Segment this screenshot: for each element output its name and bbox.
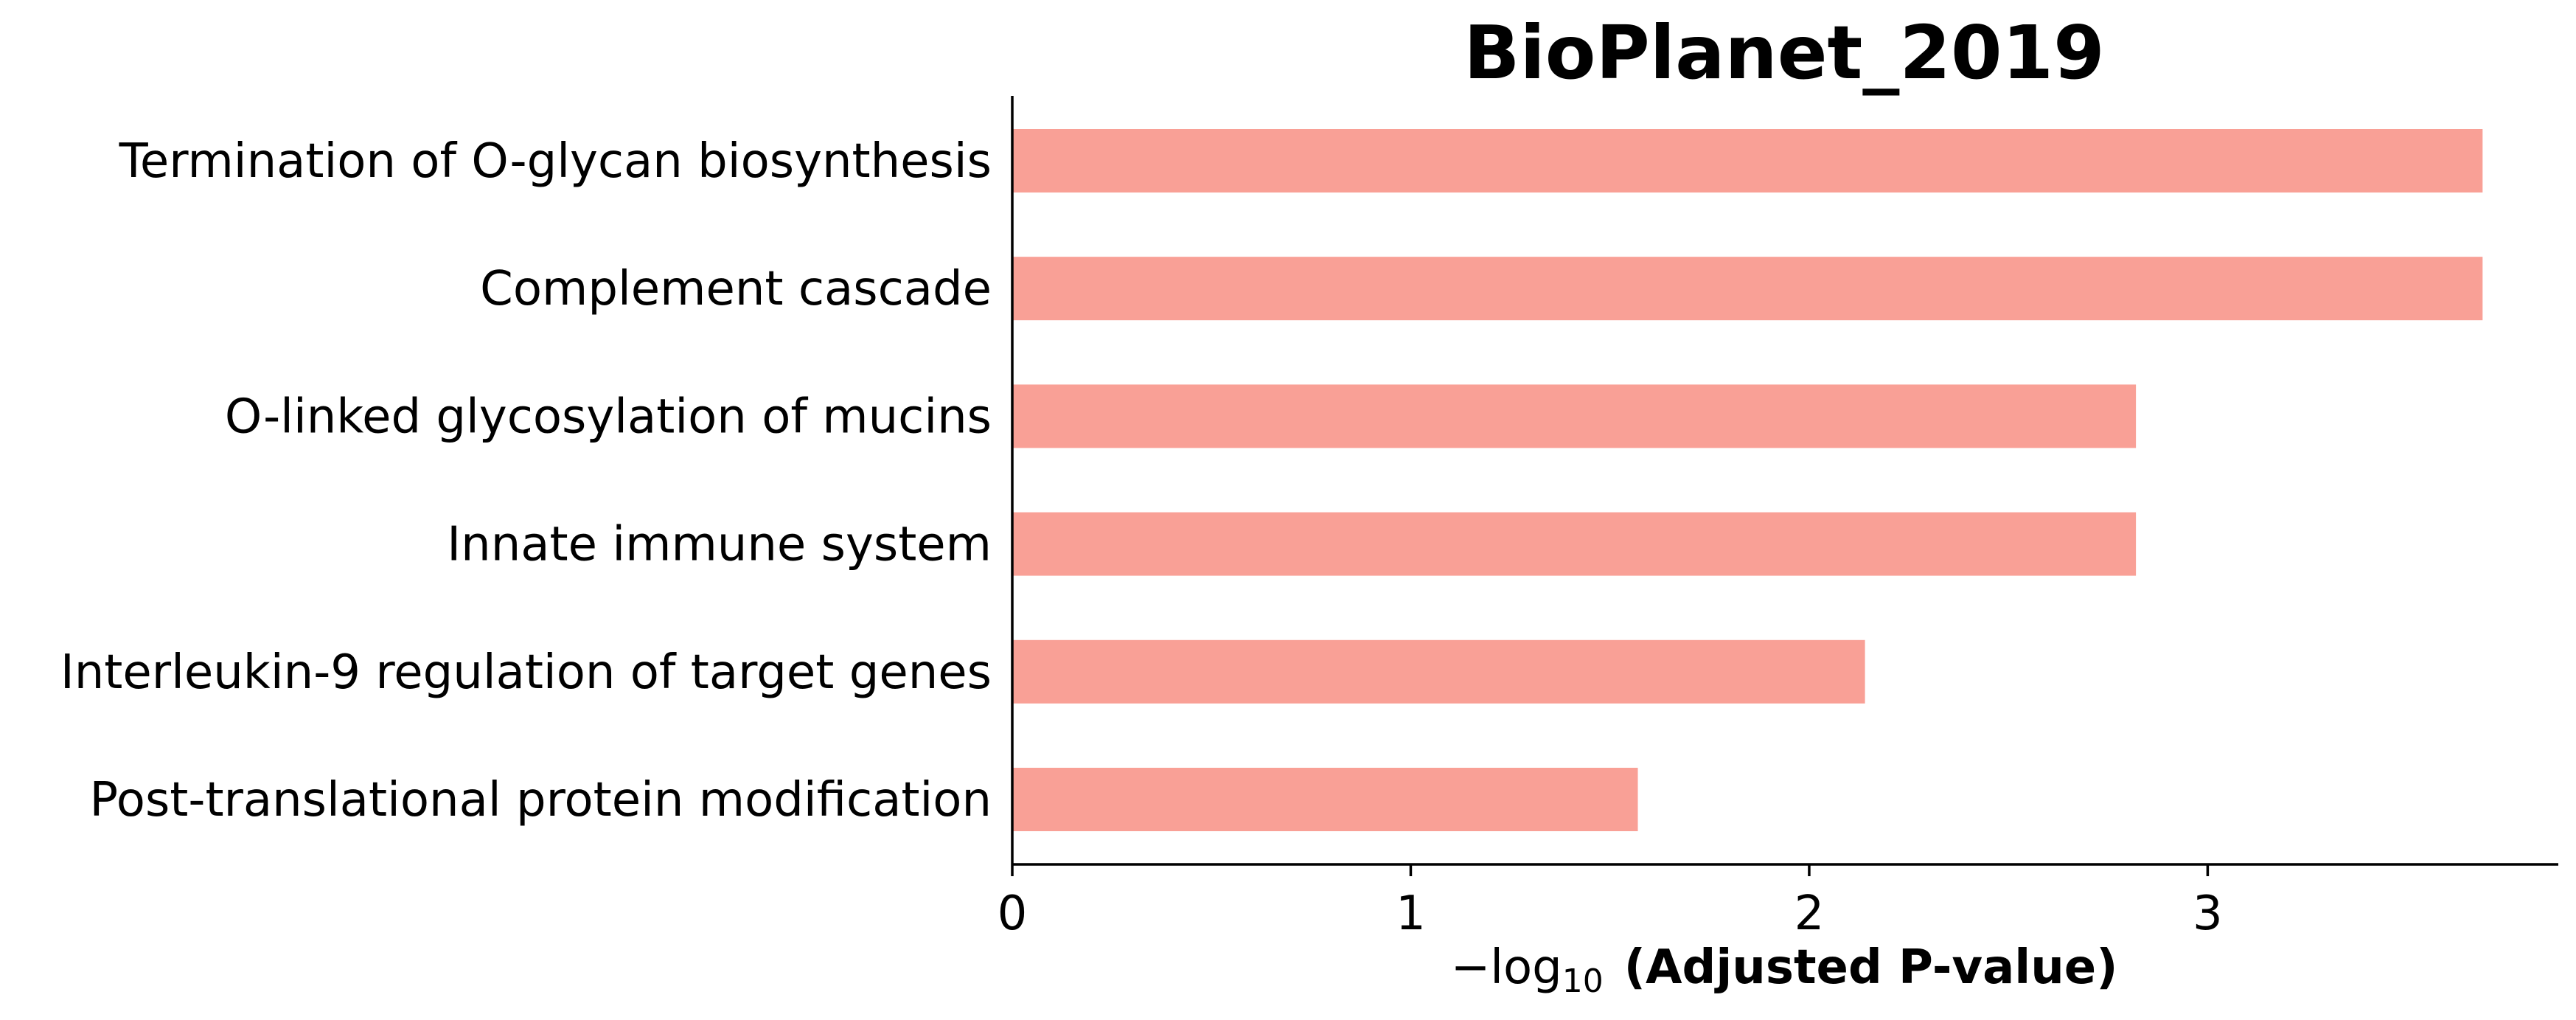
bar	[1012, 768, 1638, 831]
x-axis-label-main: (Adjusted P-value)	[1624, 940, 2118, 995]
category-labels: Termination of O-glycan biosynthesis Comp…	[60, 134, 992, 828]
category-label: Post-translational protein modification	[89, 773, 992, 828]
bar	[1012, 129, 2483, 192]
category-label: Interleukin-9 regulation of target genes	[60, 645, 992, 700]
x-axis-label-prefix: −log	[1451, 940, 1562, 995]
x-tick-label: 0	[998, 887, 1028, 941]
bar	[1012, 384, 2137, 448]
bar	[1012, 512, 2137, 576]
x-tick-label: 3	[2193, 887, 2223, 941]
bar	[1012, 257, 2483, 321]
category-label: O-linked glycosylation of mucins	[225, 389, 992, 444]
category-label: Termination of O-glycan biosynthesis	[119, 134, 992, 189]
x-tick-label: 1	[1396, 887, 1426, 941]
chart-title: BioPlanet_2019	[1463, 10, 2104, 96]
category-label: Complement cascade	[480, 262, 992, 316]
x-ticks: 0 1 2 3	[998, 864, 2223, 941]
x-tick-label: 2	[1795, 887, 1825, 941]
category-label: Innate immune system	[447, 518, 992, 572]
bar-group	[1012, 129, 2483, 831]
bar	[1012, 639, 1865, 704]
x-axis-label: −log10 (Adjusted P-value)	[1451, 940, 2118, 1000]
x-axis-label-subscript: 10	[1562, 962, 1604, 1000]
